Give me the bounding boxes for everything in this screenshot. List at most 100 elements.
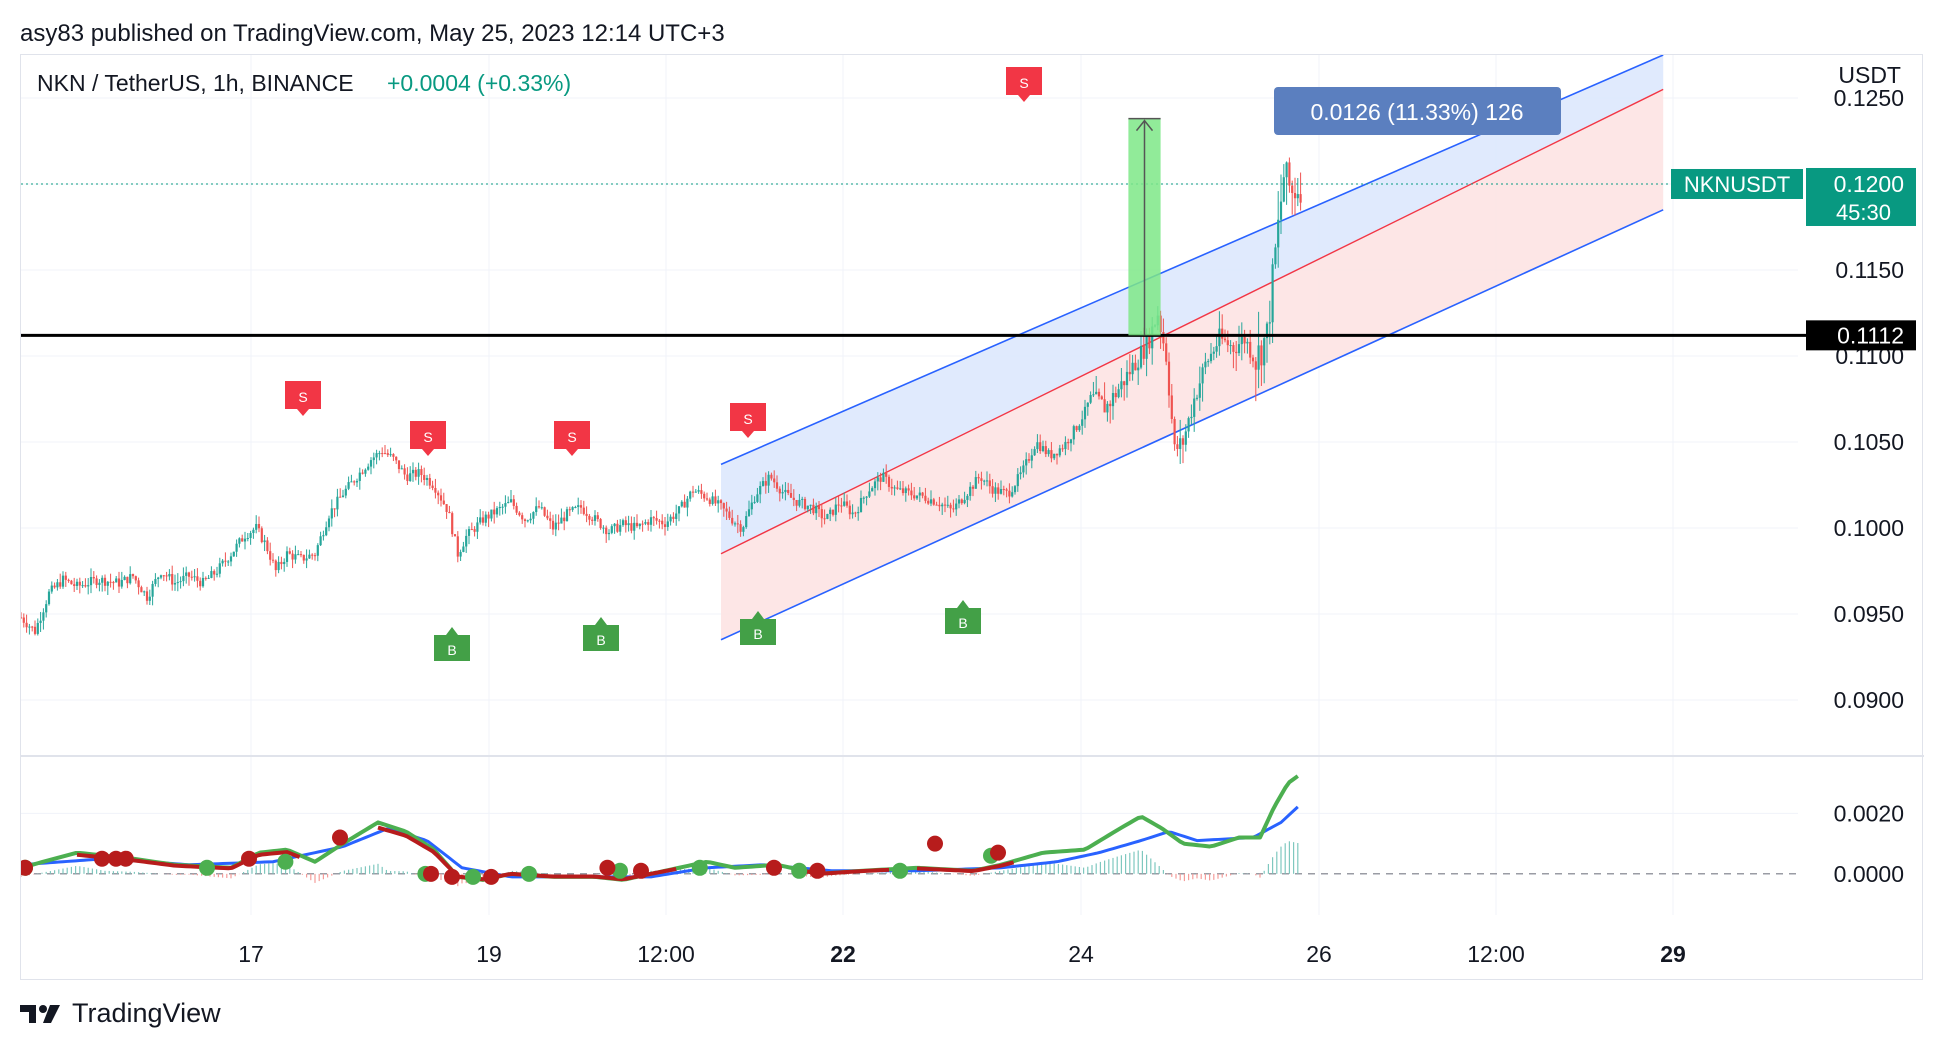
candle-body — [915, 495, 919, 499]
candle-body — [1229, 345, 1232, 347]
candle-body — [1207, 361, 1210, 363]
channel-lower-fill — [721, 89, 1664, 640]
legend: NKN / TetherUS, 1h, BINANCE +0.0004 (+0.3… — [37, 70, 571, 96]
candle-body — [921, 492, 924, 496]
candle-body — [201, 577, 205, 587]
candle-body — [490, 509, 493, 519]
candle-body — [1075, 426, 1078, 431]
candle-body — [722, 503, 725, 509]
candle-body — [1274, 247, 1277, 265]
candle-body — [1251, 357, 1255, 362]
candle-body — [571, 507, 574, 510]
candle-body — [871, 488, 874, 492]
candle-body — [927, 500, 930, 504]
candle-body — [355, 480, 359, 483]
candle-body — [851, 512, 854, 515]
footer-brand[interactable]: TradingView — [72, 998, 221, 1028]
chart-frame[interactable]: 0.0126 (11.33%) 126 S S S S S B B B B 0.1250 0.11… — [20, 54, 1924, 981]
publish-line: asy83 published on TradingView.com, May … — [20, 20, 725, 47]
candle-body — [1232, 345, 1235, 352]
candle-body — [1282, 177, 1285, 202]
price-tick-label: 0.0900 — [1834, 687, 1904, 713]
time-tick-label: 17 — [238, 941, 264, 967]
candle-body — [829, 509, 832, 515]
oscillator-bearish-segment — [916, 860, 1015, 874]
time-tick-label: 12:00 — [1467, 941, 1525, 967]
candle-body — [963, 499, 966, 504]
candle-body — [1176, 444, 1179, 449]
candle-body — [1083, 406, 1087, 420]
candle-body — [487, 514, 490, 519]
candle-body — [949, 504, 952, 509]
candle-body — [1111, 393, 1115, 407]
candle-body — [1221, 328, 1224, 339]
candle-body — [1022, 465, 1025, 473]
candle-body — [787, 489, 790, 493]
candle-body — [845, 501, 849, 506]
candle-body — [719, 500, 723, 504]
candle-body — [1254, 361, 1257, 370]
candle-body — [425, 478, 429, 480]
candle-body — [428, 478, 431, 486]
candle-body — [187, 572, 191, 577]
measure-label-box — [1274, 87, 1561, 135]
candle-body — [344, 488, 347, 496]
candle-body — [21, 617, 23, 619]
oscillator-tick-label: 0.0000 — [1834, 861, 1904, 887]
oscillator-pane — [21, 774, 1798, 887]
candle-body — [1053, 453, 1056, 459]
candle-body — [675, 513, 678, 519]
candle-body — [943, 504, 947, 506]
candle-body — [588, 515, 591, 520]
candle-body — [999, 489, 1003, 494]
candle-body — [1218, 328, 1221, 347]
candle-body — [451, 513, 454, 535]
candle-body — [409, 473, 412, 482]
candle-body — [25, 622, 28, 628]
candle-body — [725, 508, 728, 512]
candle-body — [711, 496, 714, 504]
price-tick-label: 0.1250 — [1834, 85, 1904, 111]
candle-body — [798, 499, 801, 506]
candle-body — [759, 485, 762, 495]
candle-body — [453, 534, 457, 537]
candle-body — [145, 591, 149, 601]
candle-body — [157, 577, 160, 580]
candle-body — [311, 554, 314, 556]
channel-lower-line — [720, 209, 1664, 641]
sell-signal-label: S — [743, 411, 752, 427]
candle-body — [971, 486, 975, 489]
candle-body — [680, 501, 683, 507]
candle-body — [389, 454, 392, 456]
candle-body — [747, 509, 751, 517]
candle-body — [991, 486, 994, 494]
candle-body — [442, 500, 445, 505]
candle-body — [565, 509, 569, 522]
candle-body — [1299, 194, 1302, 203]
candle-body — [1288, 162, 1291, 186]
oscillator-bull-cross-dot — [199, 859, 215, 876]
candle-body — [929, 499, 933, 504]
candle-body — [778, 488, 781, 494]
chart-canvas[interactable]: 0.0126 (11.33%) 126 S S S S S B B B B 0.1250 0.11… — [21, 55, 1924, 981]
candle-body — [691, 491, 695, 493]
symbol-legend[interactable]: NKN / TetherUS, 1h, BINANCE — [37, 70, 354, 96]
sell-signal-badge: S — [730, 403, 766, 438]
candle-body — [966, 495, 969, 500]
candle-body — [255, 523, 258, 530]
candle-body — [997, 487, 1000, 494]
candle-body — [479, 517, 482, 523]
candle-body — [616, 523, 619, 532]
candle-body — [560, 517, 563, 524]
candle-body — [50, 585, 53, 592]
candle-body — [728, 511, 731, 518]
candle-body — [941, 504, 944, 507]
candle-body — [624, 520, 627, 526]
candle-body — [411, 469, 415, 474]
candle-body — [756, 494, 759, 502]
candle-body — [1044, 446, 1047, 455]
channel-upper-fill — [721, 55, 1664, 554]
candle-body — [403, 468, 406, 475]
candle-body — [400, 468, 403, 470]
buy-signal-label: B — [596, 632, 605, 648]
